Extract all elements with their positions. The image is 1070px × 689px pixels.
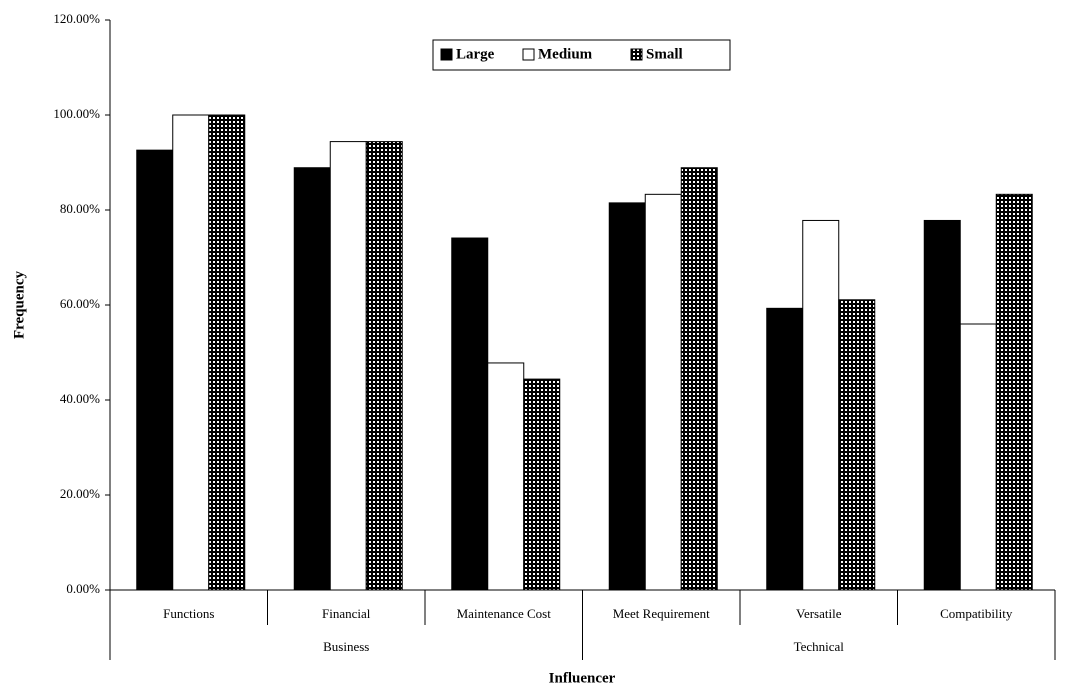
x-tick-label: Versatile (796, 606, 842, 621)
bar (172, 114, 210, 591)
legend-label: Medium (538, 46, 593, 62)
legend-box (432, 39, 731, 71)
bar (329, 141, 367, 591)
y-axis-title: Frequency (11, 270, 27, 339)
bar (608, 202, 646, 591)
legend-label: Large (456, 46, 495, 62)
bar (959, 323, 997, 591)
x-axis-title: Influencer (549, 670, 616, 686)
y-tick-label: 60.00% (60, 296, 100, 311)
y-tick-label: 20.00% (60, 486, 100, 501)
legend-swatch (630, 48, 643, 61)
y-tick-label: 120.00% (53, 11, 100, 26)
x-tick-label: Functions (163, 606, 214, 621)
x-tick-label: Meet Requirement (613, 606, 710, 621)
bar (923, 219, 961, 591)
legend-swatch (440, 48, 453, 61)
bar (136, 149, 174, 591)
legend-swatch (522, 48, 535, 61)
x-tick-label: Financial (322, 606, 371, 621)
group-label: Business (323, 639, 369, 654)
legend-label: Small (646, 46, 683, 62)
bar (680, 167, 718, 591)
y-tick-label: 0.00% (66, 581, 100, 596)
x-tick-label: Compatibility (940, 606, 1013, 621)
bar (802, 219, 840, 591)
bar (208, 114, 246, 591)
y-tick-label: 40.00% (60, 391, 100, 406)
bar (487, 362, 525, 591)
group-label: Technical (794, 639, 845, 654)
bar (995, 193, 1033, 591)
bar (293, 167, 331, 591)
y-tick-label: 100.00% (53, 106, 100, 121)
bar (766, 307, 804, 591)
bar (523, 378, 561, 591)
bar (838, 299, 876, 591)
bar (644, 193, 682, 591)
bar (451, 237, 489, 591)
y-tick-label: 80.00% (60, 201, 100, 216)
x-tick-label: Maintenance Cost (457, 606, 552, 621)
bar (365, 141, 403, 591)
